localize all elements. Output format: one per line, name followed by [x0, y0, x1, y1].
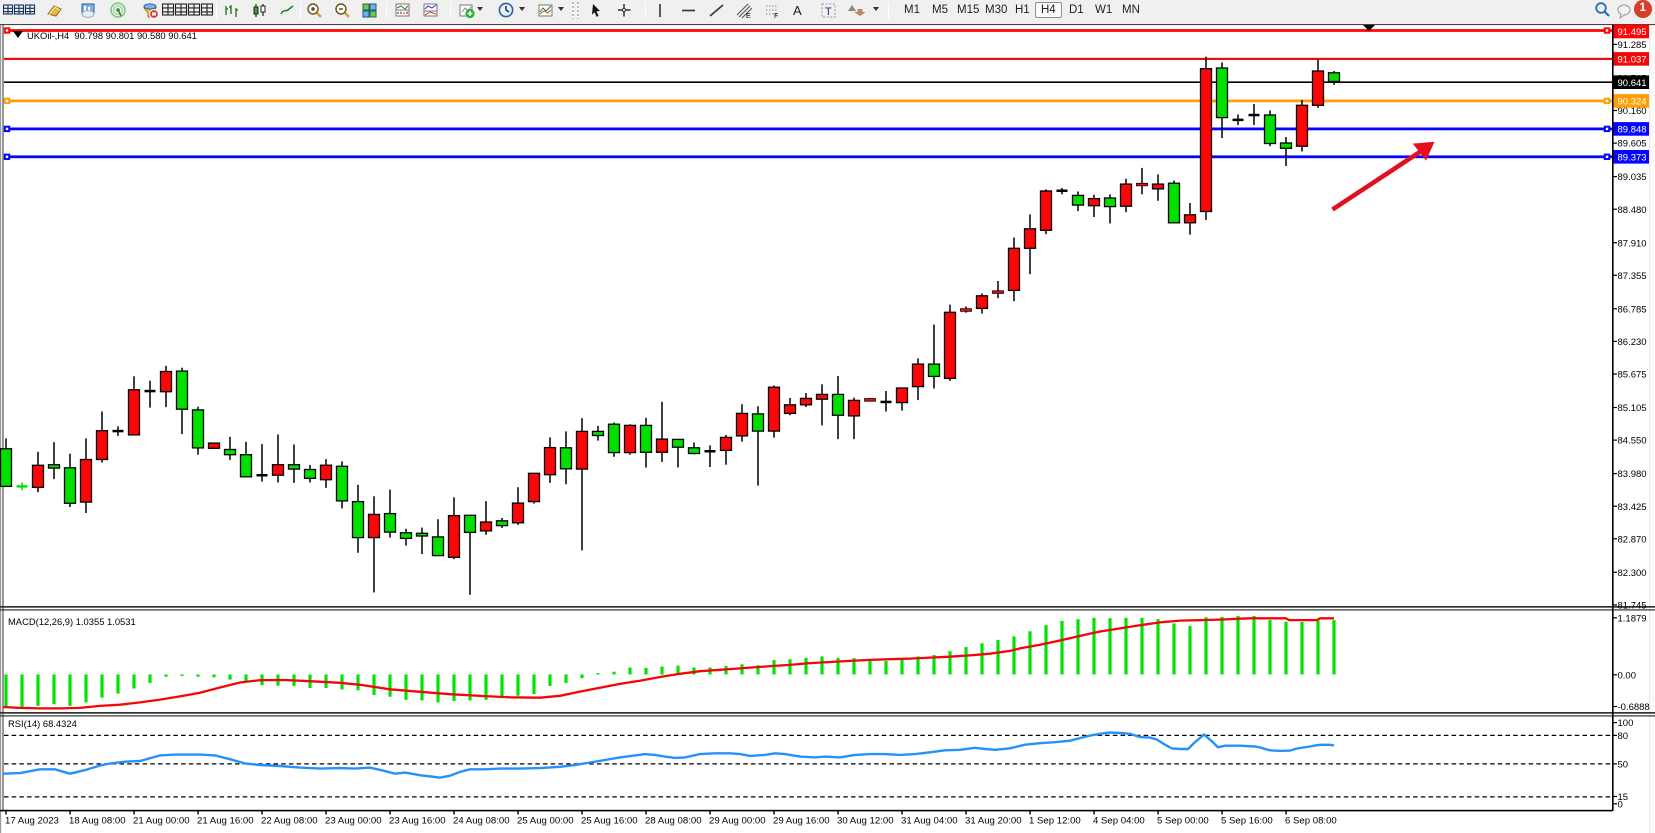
svg-text:21 Aug 00:00: 21 Aug 00:00 [133, 816, 190, 827]
svg-text:85.675: 85.675 [1618, 370, 1647, 381]
svg-text:0: 0 [1618, 799, 1623, 810]
svg-text:82.870: 82.870 [1618, 534, 1647, 545]
svg-text:87.355: 87.355 [1618, 271, 1647, 282]
svg-text:86.785: 86.785 [1618, 304, 1647, 315]
svg-text:31 Aug 20:00: 31 Aug 20:00 [965, 816, 1022, 827]
svg-text:29 Aug 16:00: 29 Aug 16:00 [773, 816, 830, 827]
svg-text:81.745: 81.745 [1618, 601, 1647, 612]
svg-text:82.300: 82.300 [1618, 568, 1647, 579]
svg-text:F: F [774, 13, 778, 19]
svg-text:85.105: 85.105 [1618, 403, 1647, 414]
svg-text:18 Aug 08:00: 18 Aug 08:00 [69, 816, 126, 827]
svg-text:25 Aug 00:00: 25 Aug 00:00 [517, 816, 574, 827]
svg-text:31 Aug 04:00: 31 Aug 04:00 [901, 816, 958, 827]
svg-text:91.285: 91.285 [1618, 40, 1647, 51]
svg-text:90.641: 90.641 [1618, 78, 1647, 89]
svg-text:83.980: 83.980 [1618, 469, 1647, 480]
svg-text:-0.6888: -0.6888 [1618, 702, 1650, 713]
svg-text:89.848: 89.848 [1618, 125, 1647, 136]
svg-text:17 Aug 2023: 17 Aug 2023 [5, 816, 59, 827]
svg-text:5 Sep 00:00: 5 Sep 00:00 [1157, 816, 1209, 827]
svg-text:E: E [746, 13, 751, 19]
svg-text:1 Sep 12:00: 1 Sep 12:00 [1029, 816, 1081, 827]
svg-text:87.910: 87.910 [1618, 238, 1647, 249]
svg-text:91.495: 91.495 [1618, 27, 1647, 38]
svg-text:23 Aug 16:00: 23 Aug 16:00 [389, 816, 446, 827]
svg-text:50: 50 [1618, 760, 1629, 771]
svg-text:21 Aug 16:00: 21 Aug 16:00 [197, 816, 254, 827]
svg-text:88.480: 88.480 [1618, 205, 1647, 216]
svg-text:28 Aug 08:00: 28 Aug 08:00 [645, 816, 702, 827]
svg-text:15: 15 [1618, 792, 1629, 803]
svg-text:86.230: 86.230 [1618, 337, 1647, 348]
svg-text:90.160: 90.160 [1618, 106, 1647, 117]
svg-text:91.037: 91.037 [1618, 55, 1647, 66]
svg-text:1.1879: 1.1879 [1618, 613, 1647, 624]
svg-text:RSI(14) 68.4324: RSI(14) 68.4324 [8, 718, 77, 729]
svg-text:MACD(12,26,9) 1.0355 1.0531: MACD(12,26,9) 1.0355 1.0531 [8, 616, 136, 627]
svg-text:89.035: 89.035 [1618, 172, 1647, 183]
svg-text:24 Aug 08:00: 24 Aug 08:00 [453, 816, 510, 827]
svg-text:0.00: 0.00 [1618, 670, 1637, 681]
svg-text:22 Aug 08:00: 22 Aug 08:00 [261, 816, 318, 827]
svg-text:25 Aug 16:00: 25 Aug 16:00 [581, 816, 638, 827]
svg-text:29 Aug 00:00: 29 Aug 00:00 [709, 816, 766, 827]
svg-text:4 Sep 04:00: 4 Sep 04:00 [1093, 816, 1145, 827]
svg-text:90.324: 90.324 [1618, 97, 1647, 108]
svg-text:5 Sep 16:00: 5 Sep 16:00 [1221, 816, 1273, 827]
svg-text:T: T [825, 6, 832, 18]
svg-text:89.373: 89.373 [1618, 152, 1647, 163]
svg-text:UKOil-,H4 90.798 90.801 90.58: UKOil-,H4 90.798 90.801 90.580 90.641 [27, 30, 197, 41]
svg-text:23 Aug 00:00: 23 Aug 00:00 [325, 816, 382, 827]
svg-text:100: 100 [1618, 718, 1634, 729]
svg-text:6 Sep 08:00: 6 Sep 08:00 [1285, 816, 1337, 827]
svg-text:83.425: 83.425 [1618, 502, 1647, 513]
svg-text:80: 80 [1618, 731, 1629, 742]
svg-text:30 Aug 12:00: 30 Aug 12:00 [837, 816, 894, 827]
svg-text:89.605: 89.605 [1618, 139, 1647, 150]
svg-text:84.550: 84.550 [1618, 436, 1647, 447]
